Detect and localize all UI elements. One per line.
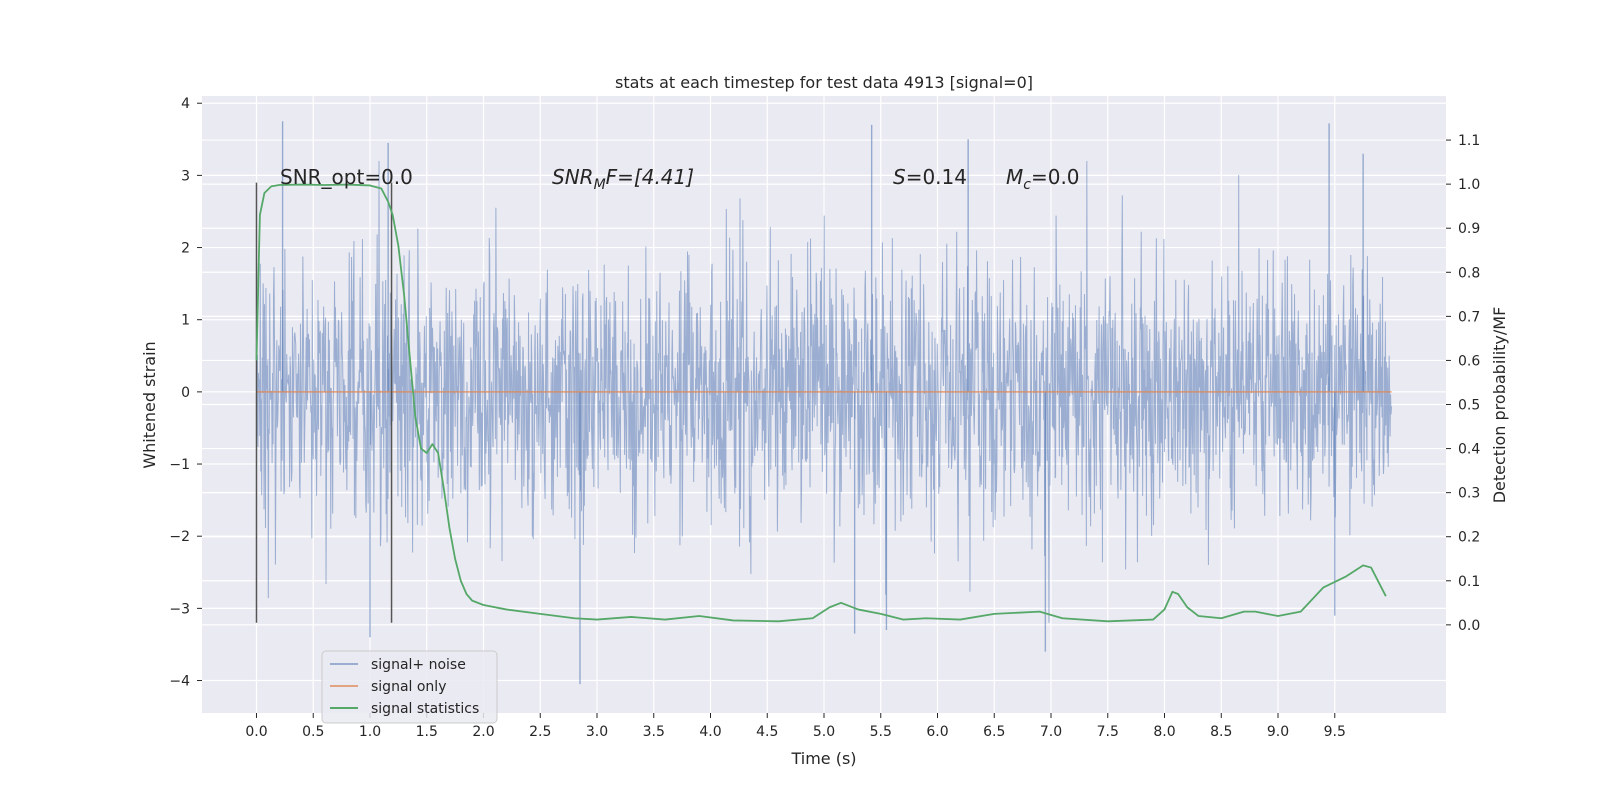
y-axis-label-right: Detection probability/MF: [1490, 307, 1509, 504]
x-tick-label: 9.0: [1267, 724, 1289, 740]
x-tick-label: 1.0: [359, 724, 381, 740]
y-right-tick-label: 0.3: [1458, 486, 1480, 502]
x-tick-label: 9.5: [1324, 724, 1346, 740]
y-left-tick-label: 2: [181, 241, 190, 257]
vertical-markers: [255, 182, 393, 623]
x-tick-label: 2.5: [529, 724, 551, 740]
x-tick-label: 5.5: [870, 724, 892, 740]
y-right-tick-labels: 1.1 1.0 0.9 0.8 0.7 0.6 0.5 0.4 0.3 0.2 0.1 0.0: [1446, 133, 1480, 634]
x-tick-labels: 0.0 0.5 1.0 1.5 2.0 2.5 3.0 3.5 4.0 4.5 5.0 5.5 6.0 6…: [245, 713, 1346, 740]
y-axis-label-left: Whitened strain: [140, 341, 159, 468]
annotation-snr-mf: SNRMF=[4.41]: [552, 165, 694, 193]
y-right-tick-label: 0.4: [1458, 442, 1480, 458]
legend: signal+ noise signal only signal statist…: [321, 650, 498, 724]
y-left-tick-label: −2: [169, 529, 190, 545]
signal-noise-line: [255, 160, 1393, 623]
x-axis-label: Time (s): [790, 749, 856, 768]
x-tick-label: 4.5: [756, 724, 778, 740]
series-signal-noise: [255, 121, 1393, 685]
x-tick-label: 3.5: [643, 724, 665, 740]
y-left-tick-label: −3: [169, 601, 190, 617]
y-right-tick-label: 0.8: [1458, 265, 1480, 281]
y-right-tick-label: 0.0: [1458, 618, 1480, 634]
y-left-tick-labels: 4 3 2 1 0 −1 −2 −3 −4: [169, 96, 202, 690]
x-tick-label: 0.5: [302, 724, 324, 740]
y-left-tick-label: 0: [181, 385, 190, 401]
y-right-tick-label: 0.5: [1458, 398, 1480, 414]
x-tick-label: 3.0: [586, 724, 608, 740]
y-right-tick-label: 1.1: [1458, 133, 1480, 149]
x-tick-label: 7.0: [1040, 724, 1062, 740]
x-tick-label: 6.0: [926, 724, 948, 740]
annotation-mc: Mc=0.0: [1006, 165, 1080, 193]
y-right-tick-label: 1.0: [1458, 177, 1480, 193]
y-left-tick-label: −4: [169, 674, 190, 690]
y-right-tick-label: 0.9: [1458, 221, 1480, 237]
legend-label-signal-only: signal only: [371, 679, 446, 695]
y-left-tick-label: −1: [169, 457, 190, 473]
signal-statistics-line: [255, 183, 1387, 623]
x-tick-label: 1.5: [416, 724, 438, 740]
annotation-s: S=0.14: [893, 165, 967, 189]
y-right-tick-label: 0.1: [1458, 574, 1480, 590]
y-left-tick-label: 4: [181, 96, 190, 112]
x-tick-label: 5.0: [813, 724, 835, 740]
x-tick-label: 2.0: [472, 724, 494, 740]
y-left-tick-label: 3: [181, 168, 190, 184]
annotation-snr-opt: SNR_opt=0.0: [280, 165, 413, 189]
x-tick-label: 8.5: [1210, 724, 1232, 740]
legend-label-signal-statistics: signal statistics: [371, 701, 479, 717]
y-right-tick-label: 0.7: [1458, 309, 1480, 325]
y-right-tick-label: 0.2: [1458, 530, 1480, 546]
x-tick-label: 7.5: [1097, 724, 1119, 740]
series-signal-statistics: [255, 183, 1387, 623]
x-tick-label: 8.0: [1153, 724, 1175, 740]
y-right-tick-label: 0.6: [1458, 353, 1480, 369]
y-left-tick-label: 1: [181, 313, 190, 329]
legend-label-signal-noise: signal+ noise: [371, 657, 466, 673]
x-tick-label: 4.0: [699, 724, 721, 740]
chart-title: stats at each timestep for test data 491…: [615, 73, 1033, 92]
x-tick-label: 0.0: [245, 724, 267, 740]
x-tick-label: 6.5: [983, 724, 1005, 740]
legend-box: [321, 650, 498, 724]
